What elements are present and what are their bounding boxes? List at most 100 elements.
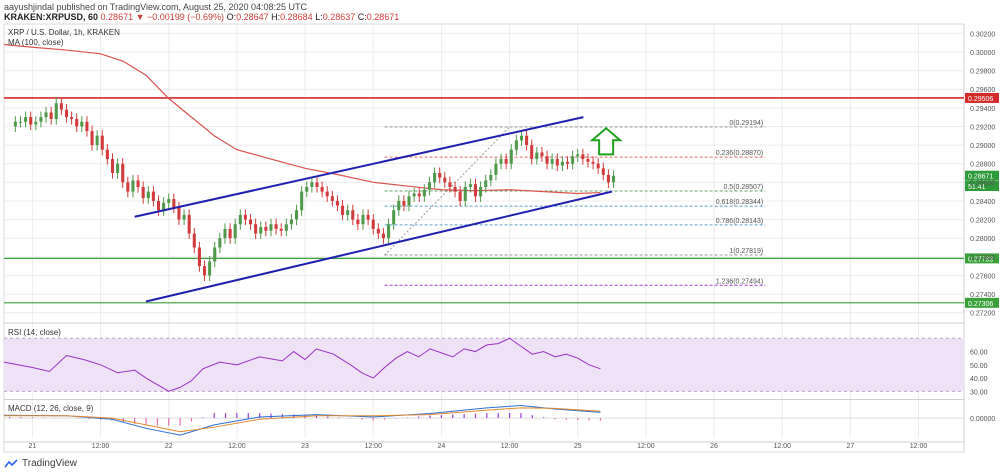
price-tag-label: 51:41 [968, 184, 986, 191]
candle-body [438, 173, 442, 178]
resistance-tag-label: 0.29506 [968, 96, 993, 103]
candle-body [202, 266, 207, 276]
y-tick-label: 0.28600 [970, 180, 995, 187]
price-tag [965, 181, 999, 192]
resistance-tag [965, 92, 999, 103]
y-tick-label: 0.28800 [970, 162, 995, 169]
candle-body [151, 191, 155, 201]
x-tick-label: 25 [574, 443, 582, 450]
rsi-tick-label: 50.00 [970, 363, 988, 370]
l-value: 0.28637 [322, 12, 356, 22]
y-tick-label: 0.29400 [970, 106, 995, 113]
candle-body [346, 210, 350, 215]
c-label: C: [357, 12, 367, 22]
x-tick-label: 12:00 [364, 443, 382, 450]
candle-body [192, 233, 196, 248]
x-tick-label: 21 [29, 443, 37, 450]
candle-body [381, 233, 385, 239]
fib-label: 0.5(0.28507) [723, 184, 763, 191]
support-lower-tag [965, 297, 999, 308]
candle-body [571, 156, 575, 164]
candle-body [136, 180, 140, 187]
candle-body [387, 224, 391, 239]
candle-body [555, 159, 559, 166]
candle-body [504, 159, 508, 164]
macd-line [3, 405, 601, 436]
candle-body [177, 207, 181, 220]
publisher-line: aayushjindal published on TradingView.co… [4, 2, 308, 12]
channel-upper-line [134, 116, 584, 218]
candle-body [361, 214, 365, 225]
c-value: 0.28671 [366, 12, 400, 22]
x-tick-label: 22 [165, 443, 173, 450]
fib-label: 0(0.29194) [729, 120, 763, 127]
candle-body [228, 228, 232, 239]
x-tick-label: 12:00 [910, 443, 928, 450]
candle-body [233, 224, 237, 239]
candle-body [110, 159, 115, 173]
candle-body [284, 224, 288, 231]
candle-body [550, 159, 554, 164]
price-tag [965, 170, 999, 181]
candle-body [197, 247, 201, 267]
ma-legend: MA (100, close) [8, 38, 64, 47]
candle-body [458, 191, 462, 201]
candle-body [499, 159, 503, 164]
symbol-line: KRAKEN:XRPUSD, 60 0.28671 ▼ −0.00199 (−0… [4, 12, 399, 22]
y-tick-label: 0.27400 [970, 292, 995, 299]
candle-body [560, 161, 564, 166]
symbol: KRAKEN:XRPUSD, 60 [4, 12, 99, 22]
candle-body [295, 210, 299, 220]
y-tick-label: 0.30200 [970, 31, 995, 38]
candle-body [238, 214, 242, 225]
candle-body [596, 163, 600, 169]
up-arrow [589, 126, 623, 156]
price-tag-label: 0.28671 [968, 174, 993, 181]
h-label: H: [271, 12, 281, 22]
candle-body [494, 163, 498, 175]
channel-lower-line [145, 190, 613, 303]
candle-body [433, 173, 437, 183]
candle-body [545, 156, 549, 164]
y-tick-label: 0.29200 [970, 124, 995, 131]
y-tick-label: 0.30000 [970, 50, 995, 57]
candle-body [601, 168, 605, 175]
candle-body [422, 189, 426, 197]
candle-body [141, 186, 145, 199]
candle-body [366, 214, 370, 220]
fib-trend-line [384, 126, 510, 256]
macd-legend: MACD (12, 26, close, 9) [8, 404, 94, 413]
x-tick-label: 23 [301, 443, 309, 450]
y-tick-label: 0.28200 [970, 218, 995, 225]
candle-body [591, 161, 595, 164]
candle-body [70, 117, 74, 119]
candle-body [392, 210, 396, 225]
candle-body [402, 200, 406, 206]
candle-body [269, 224, 273, 231]
candle-body [530, 145, 534, 160]
candle-body [371, 219, 375, 229]
candle-body [427, 182, 432, 190]
candle-body [330, 196, 334, 201]
fib-label: 0.786(0.28143) [716, 218, 763, 225]
candle-body [29, 117, 33, 125]
fib-label: 1(0.27819) [729, 248, 763, 255]
candle-body [448, 182, 452, 187]
candle-body [126, 182, 130, 192]
candle-body [606, 174, 610, 183]
candle-body [586, 159, 590, 162]
candle-body [64, 109, 69, 118]
candle-body [218, 238, 222, 248]
candle-body [39, 117, 43, 122]
x-tick-label: 12:00 [228, 443, 246, 450]
candle-body [519, 135, 524, 141]
support-upper-tag [965, 253, 999, 264]
y-tick-label: 0.28000 [970, 236, 995, 243]
candle-body [489, 174, 493, 181]
macd-signal-line [4, 407, 601, 433]
candle-body [59, 103, 63, 110]
candle-body [525, 135, 529, 146]
candle-body [453, 186, 457, 192]
candle-body [484, 180, 488, 187]
